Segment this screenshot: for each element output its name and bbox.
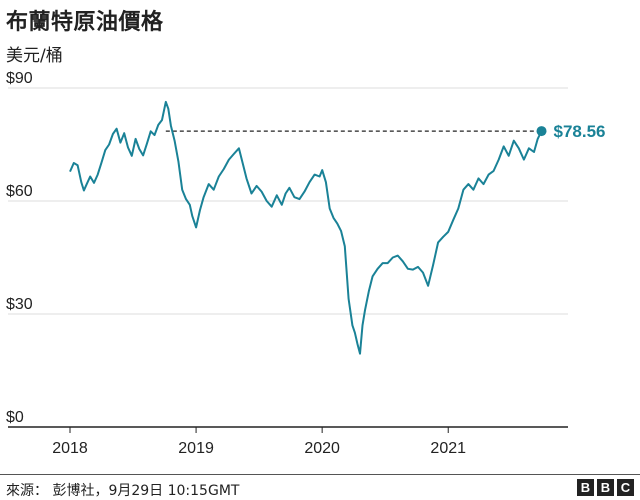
chart-title: 布蘭特原油價格 bbox=[6, 10, 164, 35]
bbc-logo-letter: C bbox=[617, 479, 634, 496]
bbc-logo: B B C bbox=[577, 479, 634, 496]
x-tick-label: 2020 bbox=[304, 440, 340, 457]
x-axis: 2018 2019 2020 2021 bbox=[8, 426, 568, 457]
line-chart: $0 $30 $60 $90 2018 2019 2020 2021 $78.56 bbox=[6, 70, 606, 457]
x-tick-label: 2019 bbox=[178, 440, 214, 457]
gridlines bbox=[8, 87, 568, 315]
bbc-logo-letter: B bbox=[577, 479, 594, 496]
x-tick-label: 2018 bbox=[52, 440, 88, 457]
last-point-label: $78.56 bbox=[554, 122, 606, 141]
series-line bbox=[69, 100, 543, 355]
footer-divider bbox=[0, 474, 640, 475]
y-tick-label: $90 bbox=[6, 70, 33, 87]
x-tick-label: 2021 bbox=[430, 440, 466, 457]
y-tick-labels: $0 $30 $60 $90 bbox=[6, 70, 33, 426]
chart-subtitle: 美元/桶 bbox=[6, 46, 63, 66]
bbc-logo-letter: B bbox=[597, 479, 614, 496]
last-point-marker bbox=[536, 126, 547, 137]
y-tick-label: $30 bbox=[6, 296, 33, 313]
source-note: 來源： 彭博社，9月29日 10:15GMT bbox=[6, 483, 240, 499]
y-tick-label: $0 bbox=[6, 409, 24, 426]
y-tick-label: $60 bbox=[6, 183, 33, 200]
